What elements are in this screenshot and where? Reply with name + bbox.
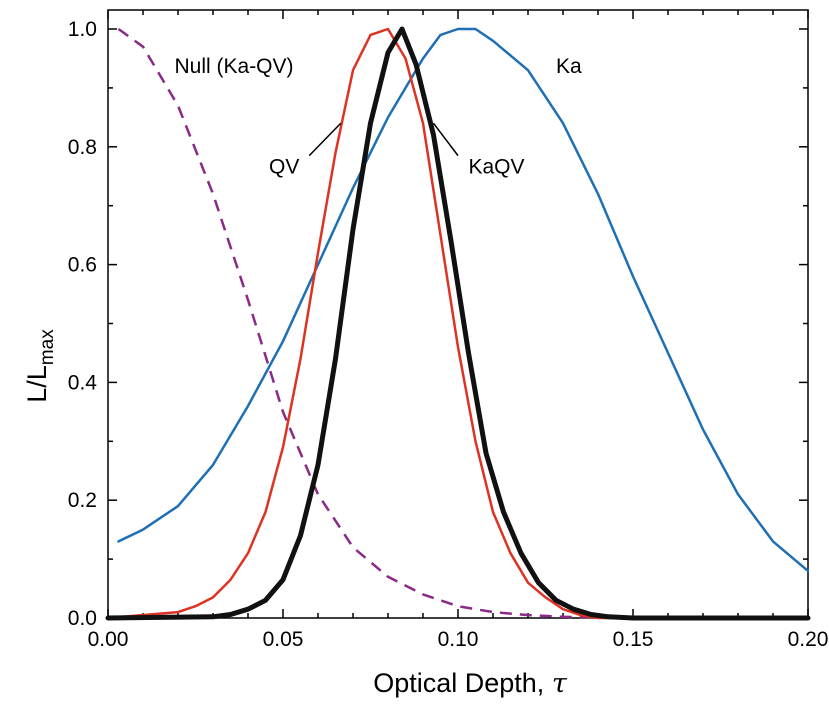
y-axis-subscript: max <box>37 329 58 365</box>
annotation-qv: QV <box>269 155 299 178</box>
y-tick-label: 0.0 <box>68 607 97 630</box>
x-axis-symbol: τ <box>552 668 568 699</box>
x-axis-title: Optical Depth, τ <box>373 668 568 699</box>
series-line-kaqv <box>105 26 811 621</box>
annotation-ka: Ka <box>556 55 582 78</box>
x-tick-label: 0.15 <box>613 628 654 651</box>
x-ticks: 0.00 0.05 0.10 0.15 0.20 <box>88 10 829 651</box>
y-tick-label: 0.4 <box>68 371 98 394</box>
x-tick-label: 0.10 <box>438 628 479 651</box>
plot-frame <box>107 9 809 619</box>
series-line-qv <box>106 27 810 620</box>
series-lines <box>105 26 811 621</box>
y-axis-title: L/Lmax <box>22 329 58 403</box>
leader-line-qv <box>308 122 342 157</box>
y-tick-label: 1.0 <box>68 18 97 41</box>
x-tick-label: 0.05 <box>263 628 304 651</box>
annotations: Null (Ka-QV) KaQV KaQV <box>175 55 583 178</box>
leader-line-kaqv <box>432 122 459 157</box>
y-tick-label: 0.6 <box>68 254 97 277</box>
series-line-ka <box>117 27 810 573</box>
x-tick-label: 0.20 <box>788 628 829 651</box>
y-ticks: 0.0 0.2 0.4 0.6 0.8 1.0 <box>68 18 808 630</box>
annotation-null-ka-qv: Null (Ka-QV) <box>175 55 294 78</box>
annotation-kaqv: KaQV <box>469 155 525 178</box>
y-tick-label: 0.8 <box>68 136 97 159</box>
x-tick-label: 0.00 <box>88 628 129 651</box>
y-tick-label: 0.2 <box>68 489 97 512</box>
series-line-null-ka-qv <box>117 27 634 620</box>
